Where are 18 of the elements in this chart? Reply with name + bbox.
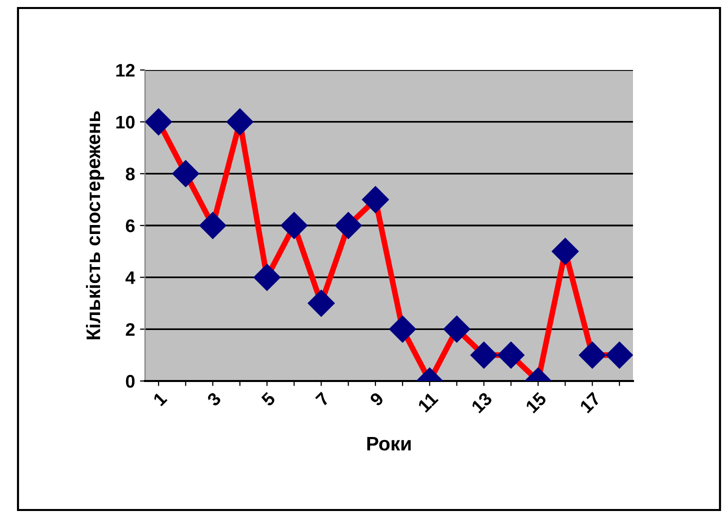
y-axis-title: Кількість спостережень — [86, 111, 104, 340]
y-tick-label: 6 — [126, 219, 135, 232]
x-tick-label: 3 — [206, 392, 222, 407]
x-tick-label: 15 — [525, 392, 548, 414]
x-tick-label: 17 — [579, 392, 602, 414]
x-tick-label: 11 — [417, 392, 439, 413]
x-tick-label: 13 — [470, 392, 493, 414]
x-tick-label: 1 — [152, 392, 168, 406]
x-tick-label: 7 — [315, 392, 330, 407]
y-tick-label: 0 — [126, 374, 135, 388]
x-axis-title: Роки — [367, 436, 411, 451]
x-tick-label: 5 — [260, 392, 276, 407]
y-tick-label: 12 — [116, 64, 135, 77]
y-tick-label: 2 — [126, 323, 135, 336]
y-tick-label: 8 — [126, 168, 135, 180]
y-tick-label: 4 — [126, 271, 136, 284]
x-tick-label: 9 — [369, 392, 384, 407]
y-tick-label: 10 — [116, 116, 135, 129]
